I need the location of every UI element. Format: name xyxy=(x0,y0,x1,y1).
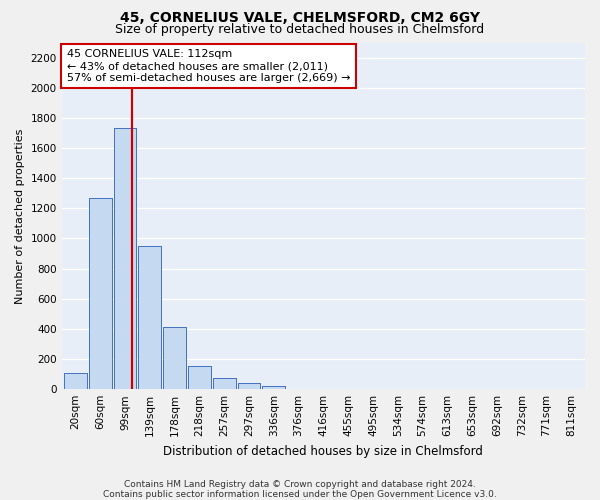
Bar xyxy=(238,383,260,389)
Bar xyxy=(262,386,285,389)
Bar xyxy=(89,198,112,389)
Bar xyxy=(113,128,136,389)
Bar xyxy=(64,372,87,389)
Bar xyxy=(213,378,236,389)
Y-axis label: Number of detached properties: Number of detached properties xyxy=(15,128,25,304)
Bar xyxy=(163,326,186,389)
Bar xyxy=(113,128,136,389)
X-axis label: Distribution of detached houses by size in Chelmsford: Distribution of detached houses by size … xyxy=(163,444,483,458)
Bar xyxy=(188,366,211,389)
Bar xyxy=(238,383,260,389)
Text: Size of property relative to detached houses in Chelmsford: Size of property relative to detached ho… xyxy=(115,22,485,36)
Bar xyxy=(89,198,112,389)
Bar xyxy=(139,246,161,389)
Bar xyxy=(64,372,87,389)
Bar xyxy=(213,378,236,389)
Text: 45 CORNELIUS VALE: 112sqm
← 43% of detached houses are smaller (2,011)
57% of se: 45 CORNELIUS VALE: 112sqm ← 43% of detac… xyxy=(67,50,350,82)
Text: 45, CORNELIUS VALE, CHELMSFORD, CM2 6GY: 45, CORNELIUS VALE, CHELMSFORD, CM2 6GY xyxy=(120,11,480,25)
Bar xyxy=(139,246,161,389)
Bar xyxy=(188,366,211,389)
Text: Contains HM Land Registry data © Crown copyright and database right 2024.
Contai: Contains HM Land Registry data © Crown c… xyxy=(103,480,497,499)
Bar xyxy=(163,326,186,389)
Bar xyxy=(262,386,285,389)
